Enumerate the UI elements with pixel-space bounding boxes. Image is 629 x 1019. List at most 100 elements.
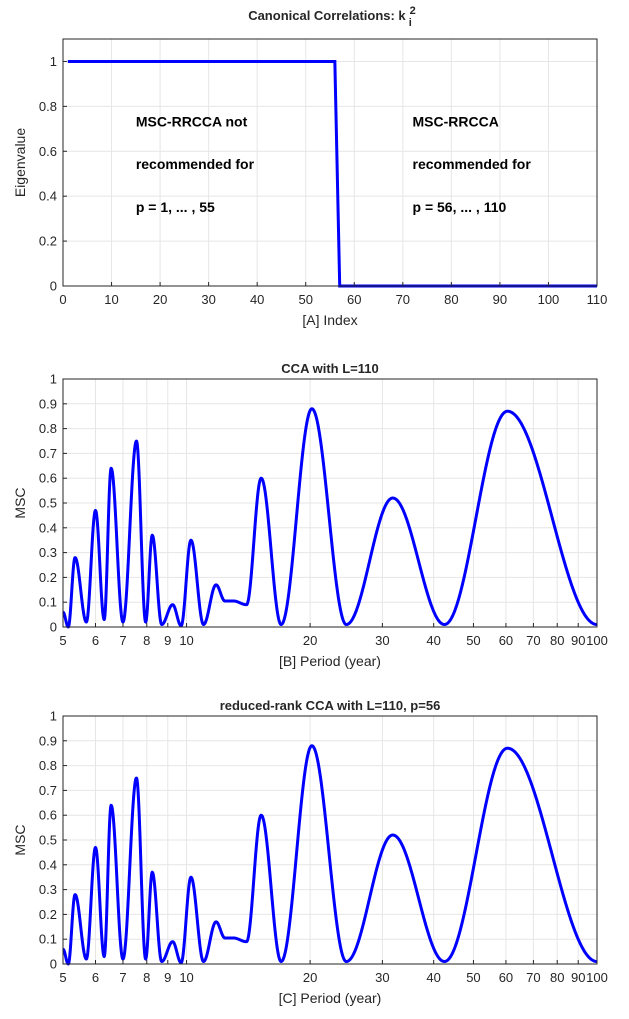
y-tick-label: 0.5 <box>39 496 57 511</box>
panel-c-xlabel: [C] Period (year) <box>279 990 382 1006</box>
panel-b-ylabel: MSC <box>12 487 28 518</box>
panel-a-series <box>67 59 597 288</box>
x-tick-label: 9 <box>164 970 171 985</box>
x-tick-label: 20 <box>303 633 317 648</box>
y-tick-label: 0.3 <box>39 882 57 897</box>
x-tick-label: 30 <box>375 970 389 985</box>
panel-c-ylabel: MSC <box>12 824 28 855</box>
x-tick-label: 100 <box>586 633 608 648</box>
x-tick-label: 7 <box>119 970 126 985</box>
annotation-text: MSC-RRCCA not <box>136 114 248 130</box>
x-tick-label: 90 <box>571 633 585 648</box>
x-tick-label: 5 <box>59 970 66 985</box>
annotation-text: p = 56, ... , 110 <box>413 199 507 215</box>
x-tick-label: 9 <box>164 633 171 648</box>
x-tick-label: 70 <box>526 633 540 648</box>
y-tick-label: 1 <box>50 709 57 724</box>
x-tick-label: 30 <box>201 292 215 307</box>
msc-series-line <box>61 744 599 966</box>
panel-c-title: reduced-rank CCA with L=110, p=56 <box>220 698 441 713</box>
panel-a-title-sub: i <box>409 17 412 29</box>
x-tick-label: 80 <box>444 292 458 307</box>
panel-a-ylabel: Eigenvalue <box>12 128 28 197</box>
y-tick-label: 0 <box>50 279 57 294</box>
x-tick-label: 50 <box>466 633 480 648</box>
y-tick-label: 0 <box>50 957 57 972</box>
x-tick-label: 50 <box>298 292 312 307</box>
x-tick-label: 20 <box>153 292 167 307</box>
y-tick-label: 0.3 <box>39 545 57 560</box>
y-tick-label: 0.9 <box>39 733 57 748</box>
y-tick-label: 0.8 <box>39 99 57 114</box>
x-tick-label: 60 <box>499 970 513 985</box>
y-tick-label: 0.5 <box>39 833 57 848</box>
annotation-text: recommended for <box>413 156 532 172</box>
y-tick-label: 0.1 <box>39 932 57 947</box>
y-tick-label: 0.2 <box>39 570 57 585</box>
x-tick-label: 30 <box>375 633 389 648</box>
panel-b-series <box>61 407 599 629</box>
y-tick-label: 0.6 <box>39 471 57 486</box>
x-tick-label: 60 <box>499 633 513 648</box>
x-tick-label: 6 <box>92 970 99 985</box>
x-tick-label: 40 <box>426 633 440 648</box>
y-tick-label: 0.1 <box>39 595 57 610</box>
y-tick-label: 0.2 <box>39 907 57 922</box>
y-tick-label: 1 <box>50 54 57 69</box>
y-tick-label: 0.8 <box>39 421 57 436</box>
annotation-text: recommended for <box>136 156 255 172</box>
x-tick-label: 10 <box>179 633 193 648</box>
x-tick-label: 0 <box>59 292 66 307</box>
x-tick-label: 60 <box>347 292 361 307</box>
panel-c-ticks: 5 6 7 8 9 10 20 30 40 50 60 70 80 90 100 0 0.1 0.2 0.3 0.4 0… <box>39 709 608 986</box>
annotation-text: MSC-RRCCA <box>413 114 499 130</box>
panel-a-annotations: MSC-RRCCA not recommended for p = 1, ... ,… <box>136 114 532 215</box>
x-tick-label: 70 <box>396 292 410 307</box>
x-tick-label: 80 <box>550 970 564 985</box>
panel-a-ticks: 0 10 20 30 40 50 60 70 80 90 100 110 0 0.2 0.4 0.6 0.8 1 <box>39 54 607 307</box>
x-tick-label: 80 <box>550 633 564 648</box>
x-tick-label: 110 <box>587 292 608 307</box>
x-tick-label: 7 <box>119 633 126 648</box>
x-tick-label: 8 <box>143 633 150 648</box>
x-tick-label: 10 <box>104 292 118 307</box>
panel-a-axes-box <box>62 38 598 287</box>
x-tick-label: 50 <box>466 970 480 985</box>
x-tick-label: 90 <box>493 292 507 307</box>
msc-series-line <box>61 407 599 629</box>
y-tick-label: 0.6 <box>39 144 57 159</box>
y-tick-label: 0.7 <box>39 446 57 461</box>
y-tick-label: 0.9 <box>39 396 57 411</box>
panel-a-title-sup: 2 <box>410 5 416 17</box>
panel-b-ticks: 5 6 7 8 9 10 20 30 40 50 60 70 80 90 100 0 0.1 0.2 0.3 0.4 0… <box>39 372 608 649</box>
y-tick-label: 0.4 <box>39 520 57 535</box>
eigenvalue-series-line <box>67 59 597 288</box>
x-tick-label: 20 <box>303 970 317 985</box>
panel-b-xlabel: [B] Period (year) <box>279 653 381 669</box>
panel-b-title: CCA with L=110 <box>281 361 378 376</box>
y-tick-label: 1 <box>50 372 57 387</box>
panel-c-grid <box>62 715 598 965</box>
x-tick-label: 100 <box>538 292 560 307</box>
y-tick-label: 0.6 <box>39 808 57 823</box>
panel-b-msc-chart: CCA with L=110 5 6 7 8 9 10 20 30 40 50 60 70 80 90 10… <box>12 361 608 669</box>
y-tick-label: 0 <box>50 620 57 635</box>
x-tick-label: 40 <box>426 970 440 985</box>
x-tick-label: 70 <box>526 970 540 985</box>
x-tick-label: 10 <box>179 970 193 985</box>
x-tick-label: 6 <box>92 633 99 648</box>
panel-a-xlabel: [A] Index <box>302 312 357 328</box>
x-tick-label: 100 <box>586 970 608 985</box>
y-tick-label: 0.7 <box>39 783 57 798</box>
x-tick-label: 5 <box>59 633 66 648</box>
annotation-text: p = 1, ... , 55 <box>136 199 215 215</box>
panel-c-series <box>61 744 599 966</box>
x-tick-label: 8 <box>143 970 150 985</box>
y-tick-label: 0.8 <box>39 758 57 773</box>
y-tick-label: 0.4 <box>39 857 57 872</box>
panel-a-title-main: Canonical Correlations: k <box>248 8 406 23</box>
